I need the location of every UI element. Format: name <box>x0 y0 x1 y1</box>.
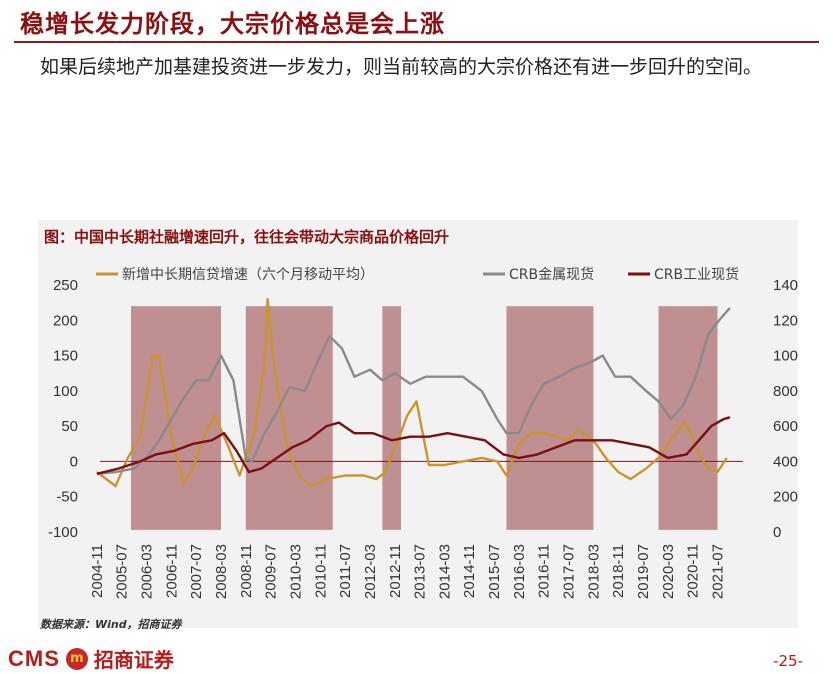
right-tick-label-1: 1400 <box>773 277 798 294</box>
right-tick-label-8: 0 <box>773 524 781 541</box>
data-source-note: 数据来源：Wind，招商证券 <box>40 618 182 631</box>
x-tick-label-21: 2018-03 <box>585 544 602 599</box>
left-tick-label-3: 150 <box>53 348 78 365</box>
x-tick-label-19: 2016-11 <box>536 544 553 598</box>
shaded-period-1 <box>131 306 222 530</box>
company-logo: CMS m 招商证券 <box>8 644 174 673</box>
x-tick-label-1: 2004-11 <box>89 544 106 598</box>
left-axis-ticks: 250 200 150 100 50 0 -50 -100 <box>48 277 78 541</box>
x-tick-label-3: 2006-03 <box>139 544 156 599</box>
title-divider <box>14 41 819 43</box>
chart-legend: 新增中长期信贷增速（六个月移动平均） CRB金属现货 CRB工业现货 <box>96 266 739 283</box>
figure-title: 图：中国中长期社融增速回升，往往会带动大宗商品价格回升 <box>44 228 450 246</box>
x-axis-ticks: 2004-11 2005-07 2006-03 2006-11 2007-07 2008-… <box>89 544 727 599</box>
x-tick-label-2: 2005-07 <box>114 544 131 599</box>
x-tick-label-16: 2014-11 <box>461 544 478 598</box>
x-tick-label-23: 2019-07 <box>635 544 652 599</box>
right-tick-label-4: 800 <box>773 383 798 400</box>
x-tick-label-25: 2020-11 <box>685 544 702 598</box>
left-tick-label-5: 50 <box>61 418 78 435</box>
shaded-period-5 <box>658 306 718 530</box>
x-tick-label-15: 2014-03 <box>436 544 453 599</box>
legend-label-2: CRB金属现货 <box>509 266 594 283</box>
x-tick-label-5: 2007-07 <box>188 544 205 599</box>
left-tick-label-2: 200 <box>53 312 78 329</box>
right-tick-label-3: 1000 <box>773 348 798 365</box>
x-tick-label-12: 2012-03 <box>362 544 379 599</box>
logo-badge-icon: m <box>65 647 88 670</box>
right-tick-label-6: 400 <box>773 453 798 470</box>
logo-chinese-name: 招商证券 <box>93 648 174 672</box>
x-tick-label-24: 2020-03 <box>660 544 677 599</box>
series-lines <box>96 297 731 488</box>
x-tick-label-26: 2021-07 <box>710 544 727 599</box>
left-tick-label-8: -100 <box>48 524 78 541</box>
logo-cms-text: CMS <box>8 645 60 671</box>
right-tick-label-7: 200 <box>773 489 798 506</box>
x-tick-label-13: 2012-11 <box>387 544 404 598</box>
x-tick-label-10: 2010-11 <box>312 544 329 598</box>
series-line-2 <box>96 307 731 475</box>
series-line-1 <box>96 297 728 488</box>
slide-body-text: 如果后续地产加基建投资进一步发力，则当前较高的大宗价格还有进一步回升的空间。 <box>40 56 763 78</box>
shaded-periods <box>131 306 718 530</box>
x-tick-label-20: 2017-07 <box>561 544 578 599</box>
legend-label-1: 新增中长期信贷增速（六个月移动平均） <box>122 267 374 283</box>
x-tick-label-14: 2013-07 <box>412 544 429 599</box>
left-tick-label-7: -50 <box>56 489 78 506</box>
shaded-period-3 <box>382 306 401 530</box>
x-tick-label-22: 2018-11 <box>610 544 627 598</box>
x-tick-label-18: 2016-03 <box>511 544 528 599</box>
x-tick-label-8: 2009-07 <box>263 544 280 599</box>
x-tick-label-11: 2011-07 <box>337 544 354 598</box>
left-tick-label-1: 250 <box>53 277 78 294</box>
shaded-period-2 <box>245 306 333 530</box>
page-number: -25- <box>773 652 803 670</box>
x-tick-label-17: 2015-07 <box>486 544 503 599</box>
series-line-3 <box>96 416 731 475</box>
left-tick-label-6: 0 <box>70 453 78 470</box>
x-tick-label-7: 2008-11 <box>238 544 255 598</box>
left-tick-label-4: 100 <box>53 383 78 400</box>
slide-title: 稳增长发力阶段，大宗价格总是会上涨 <box>20 9 445 38</box>
x-tick-label-4: 2006-11 <box>163 544 180 598</box>
shaded-period-4 <box>506 306 594 530</box>
legend-label-3: CRB工业现货 <box>654 266 739 283</box>
x-tick-label-6: 2008-03 <box>213 544 230 599</box>
x-tick-label-9: 2010-03 <box>288 544 305 599</box>
right-tick-label-5: 600 <box>773 418 798 435</box>
